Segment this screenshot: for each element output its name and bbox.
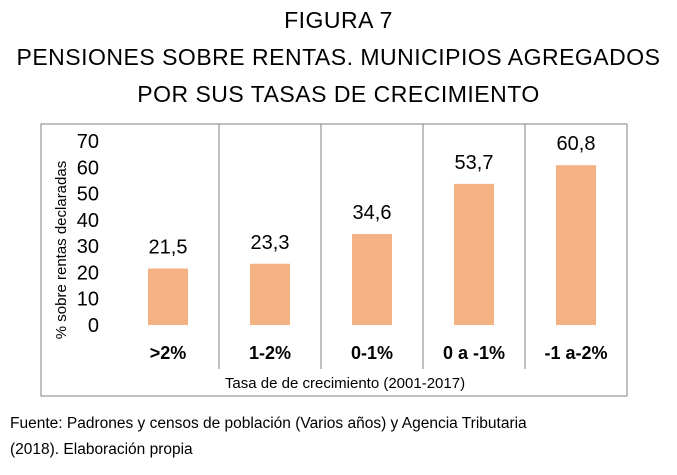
chart-title-line-2: POR SUS TASAS DE CRECIMIENTO (137, 81, 540, 107)
chart-title-line-1: PENSIONES SOBRE RENTAS. MUNICIPIOS AGREG… (16, 44, 661, 70)
bar (454, 183, 494, 325)
y-tick-label: 0 (88, 315, 99, 337)
x-tick-label: >2% (150, 343, 187, 363)
x-tick-label: 0 a -1% (443, 343, 505, 363)
x-tick-label: -1 a-2% (544, 343, 607, 363)
source-note-line-1: Fuente: Padrones y censos de población (… (10, 415, 527, 432)
y-tick-label: 10 (77, 289, 99, 311)
x-tick-label: 1-2% (249, 343, 291, 363)
y-tick-label: 50 (77, 184, 99, 206)
bar (556, 165, 596, 325)
y-tick-label: 60 (77, 157, 99, 179)
bar-value-label: 23,3 (251, 232, 290, 254)
bar (148, 268, 188, 325)
source-note-line-2: (2018). Elaboración propia (10, 441, 193, 458)
bar-value-label: 21,5 (149, 236, 188, 258)
bar-value-label: 34,6 (353, 202, 392, 224)
bar (352, 234, 392, 325)
y-axis-title: % sobre rentas declaradas (53, 161, 70, 339)
x-tick-label: 0-1% (351, 343, 393, 363)
figure-label: FIGURA 7 (284, 7, 393, 33)
y-tick-label: 40 (77, 210, 99, 232)
y-tick-label: 30 (77, 236, 99, 258)
chart-frame (40, 123, 628, 397)
y-tick-label: 20 (77, 262, 99, 284)
bar-value-label: 60,8 (557, 133, 596, 155)
x-axis-title: Tasa de de crecimiento (2001-2017) (225, 375, 465, 392)
bar (250, 263, 290, 325)
bar-value-label: 53,7 (455, 152, 494, 174)
y-tick-label: 70 (77, 131, 99, 153)
